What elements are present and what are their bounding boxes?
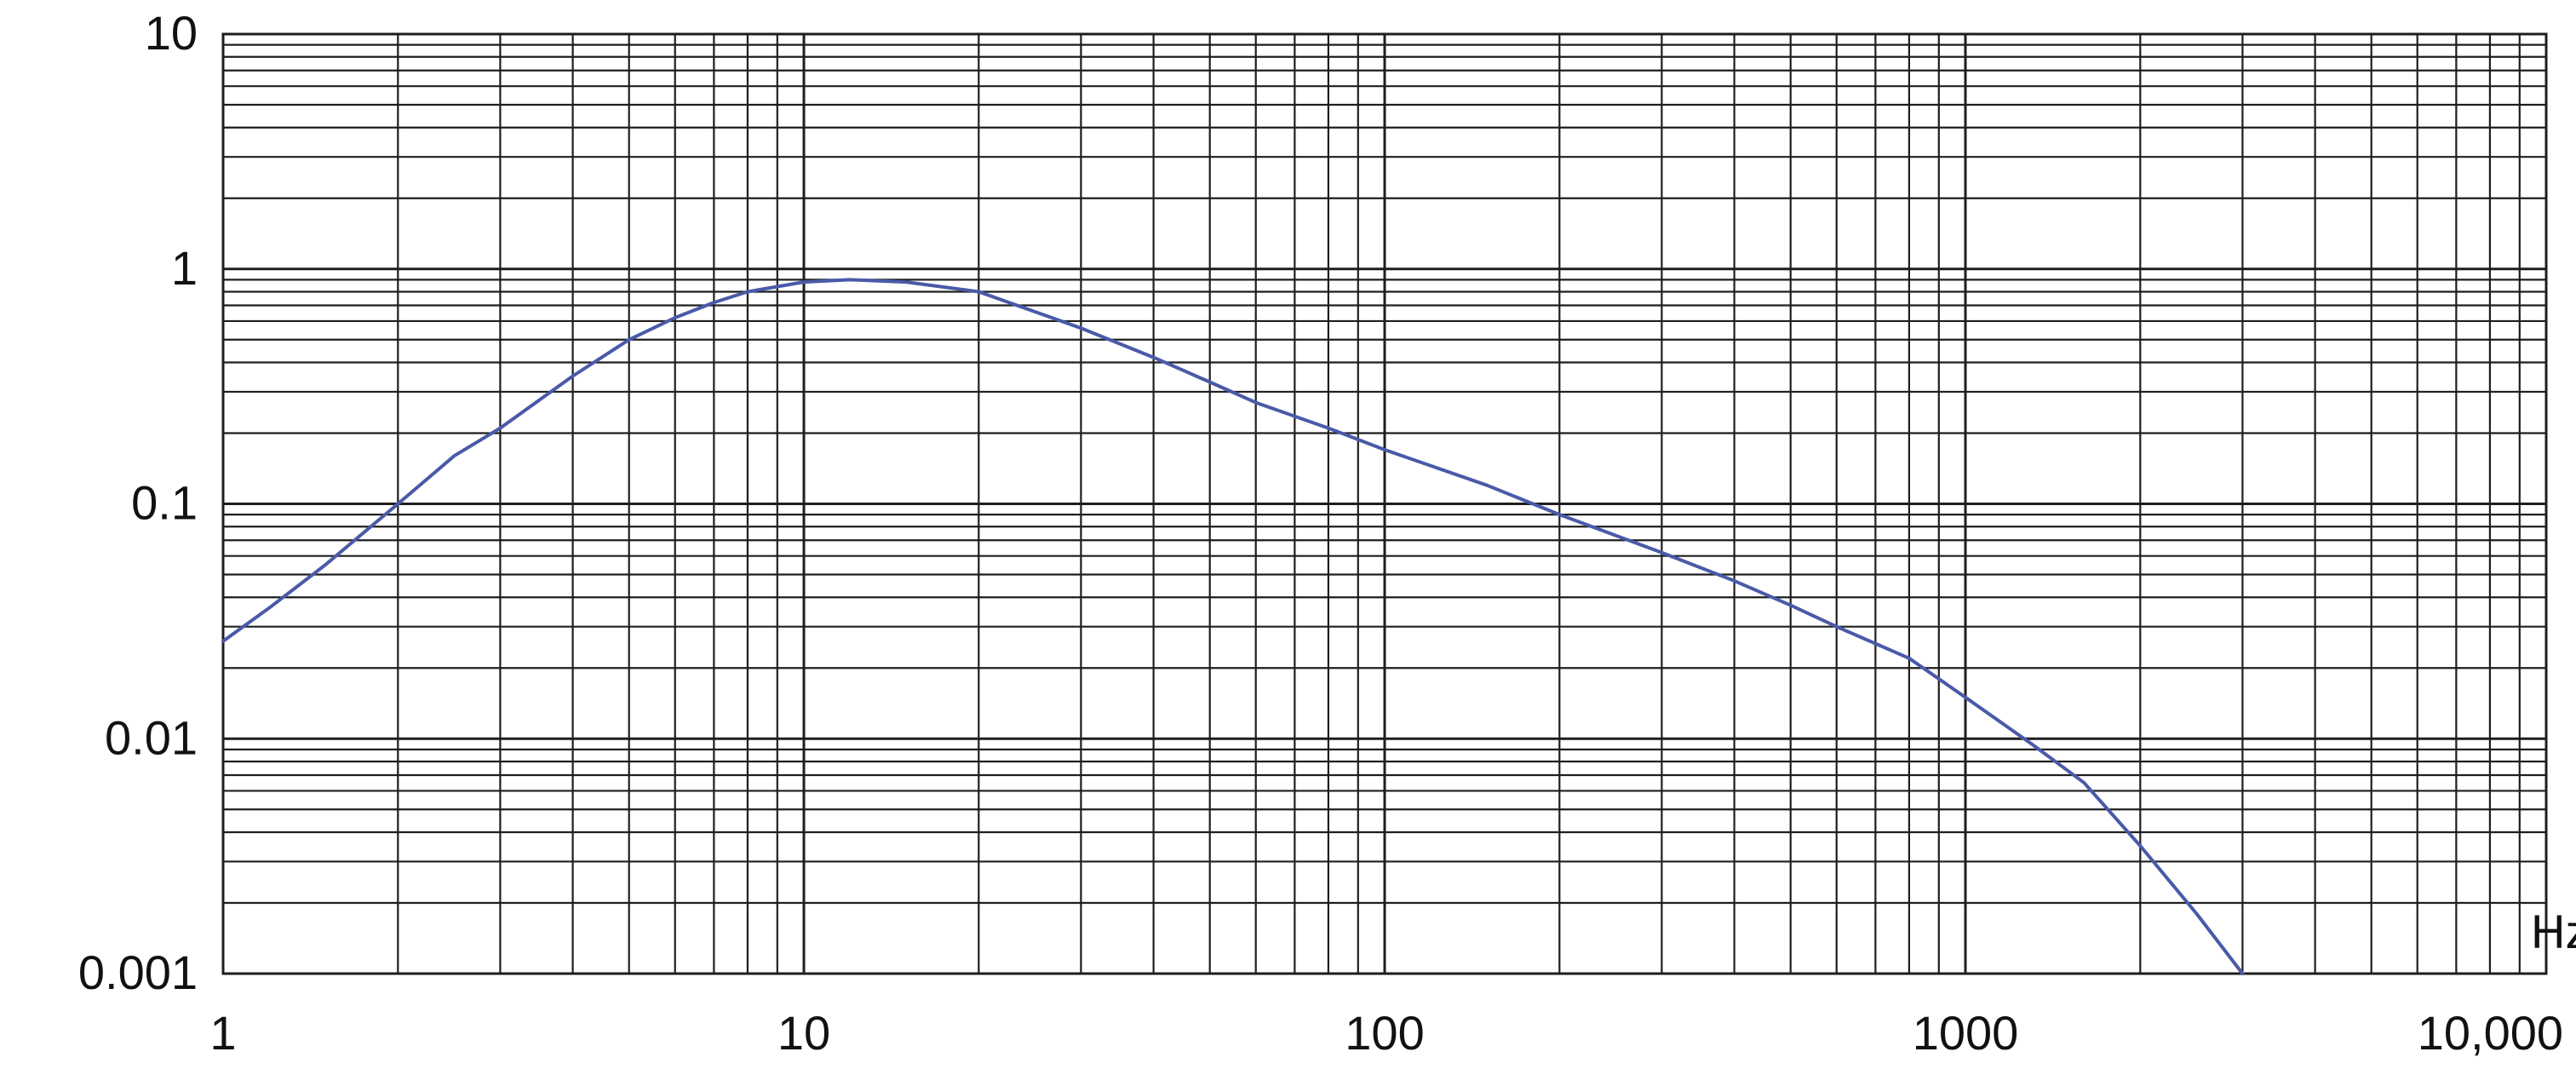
x-axis-tick-labels: 1 10 100 1000 10,000 bbox=[209, 1006, 2563, 1060]
y-tick-label: 0.01 bbox=[105, 710, 198, 764]
plot-area bbox=[221, 32, 2548, 975]
y-axis-tick-labels: 10 1 0.1 0.01 0.001 bbox=[78, 6, 198, 999]
x-axis-unit-label: Hz bbox=[2531, 905, 2576, 958]
y-tick-label: 10 bbox=[145, 6, 198, 60]
series-layer bbox=[221, 278, 2245, 975]
y-tick-label: 1 bbox=[171, 241, 198, 295]
grid-lines bbox=[221, 34, 2546, 975]
x-tick-label: 10,000 bbox=[2418, 1006, 2563, 1060]
y-tick-label: 0.001 bbox=[78, 945, 198, 999]
x-tick-label: 100 bbox=[1345, 1006, 1424, 1060]
series-line bbox=[221, 278, 2245, 975]
x-tick-label: 10 bbox=[777, 1006, 830, 1060]
x-tick-label: 1 bbox=[209, 1006, 236, 1060]
x-tick-label: 1000 bbox=[1913, 1006, 2019, 1060]
y-tick-label: 0.1 bbox=[131, 476, 198, 530]
